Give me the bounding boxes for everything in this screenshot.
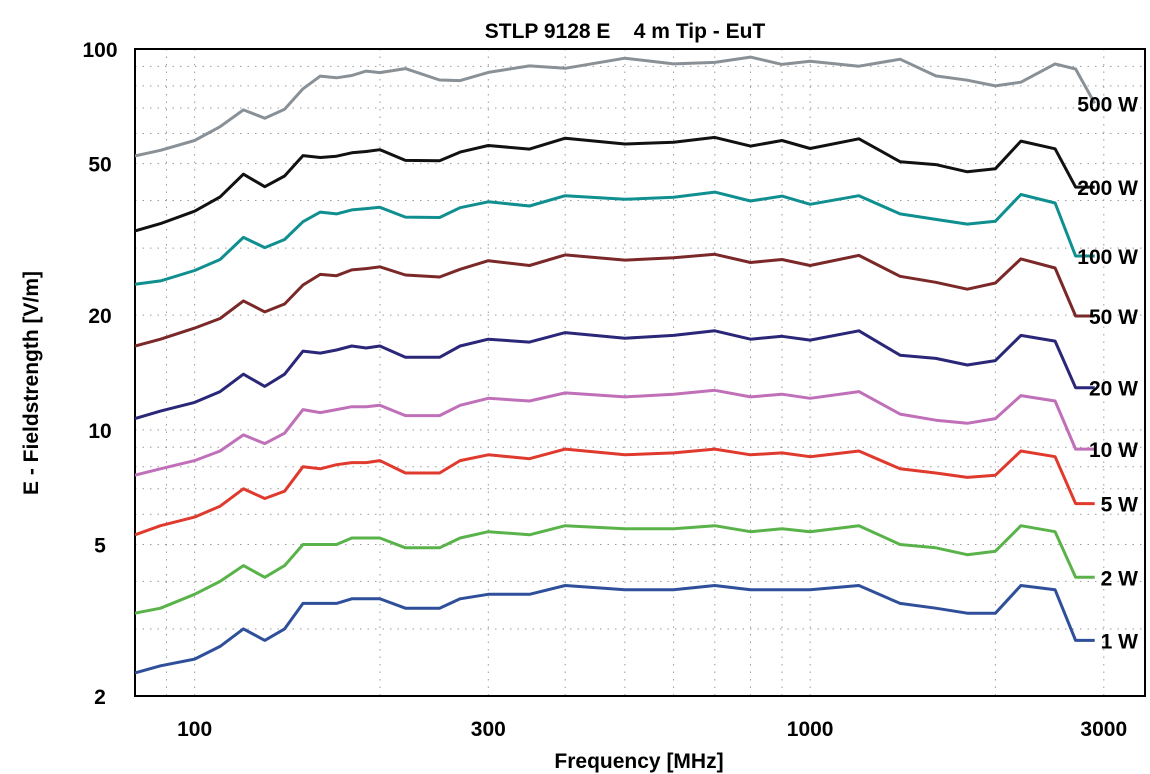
x-tick-label: 3000 — [1080, 718, 1127, 741]
series-label: 500 W — [1077, 93, 1138, 116]
series-line — [135, 252, 1095, 348]
series-line — [135, 388, 1095, 477]
chart-title: STLP 9128 E 4 m Tip - EuT — [485, 20, 766, 43]
series-line — [135, 190, 1095, 286]
x-axis-label: Frequency [MHz] — [554, 750, 723, 773]
y-axis-label: E - Fieldstrength [V/m] — [20, 271, 43, 495]
series-line — [135, 55, 1097, 158]
series-line — [135, 447, 1095, 537]
series-label: 100 W — [1077, 246, 1138, 269]
y-tick-label: 100 — [82, 39, 117, 62]
series-label: 200 W — [1077, 177, 1138, 200]
plot-frame — [134, 48, 1146, 697]
y-tick-label: 2 — [94, 686, 106, 709]
series-layer — [135, 55, 1097, 675]
x-tick-label: 100 — [177, 718, 212, 741]
y-tick-label: 50 — [88, 154, 111, 177]
tick-labels: 100 300 1000 3000 2 5 10 20 50 100 — [82, 39, 1127, 741]
series-line — [135, 329, 1095, 421]
y-tick-label: 20 — [88, 305, 111, 328]
series-label: 2 W — [1101, 567, 1139, 590]
series-label: 1 W — [1101, 630, 1139, 653]
series-label: 10 W — [1089, 439, 1138, 462]
series-labels: 500 W 200 W 100 W 50 W 20 W 10 W 5 W 2 W 1 W — [1077, 93, 1138, 653]
x-tick-label: 300 — [471, 718, 506, 741]
series-label: 20 W — [1089, 378, 1138, 401]
x-tick-label: 1000 — [787, 718, 834, 741]
y-tick-label: 5 — [94, 534, 106, 557]
series-line — [135, 524, 1095, 615]
series-line — [135, 135, 1095, 233]
y-tick-label: 10 — [88, 420, 111, 443]
series-line — [135, 584, 1095, 675]
series-label: 5 W — [1101, 494, 1139, 517]
grid — [135, 49, 1145, 696]
series-label: 50 W — [1089, 306, 1138, 329]
